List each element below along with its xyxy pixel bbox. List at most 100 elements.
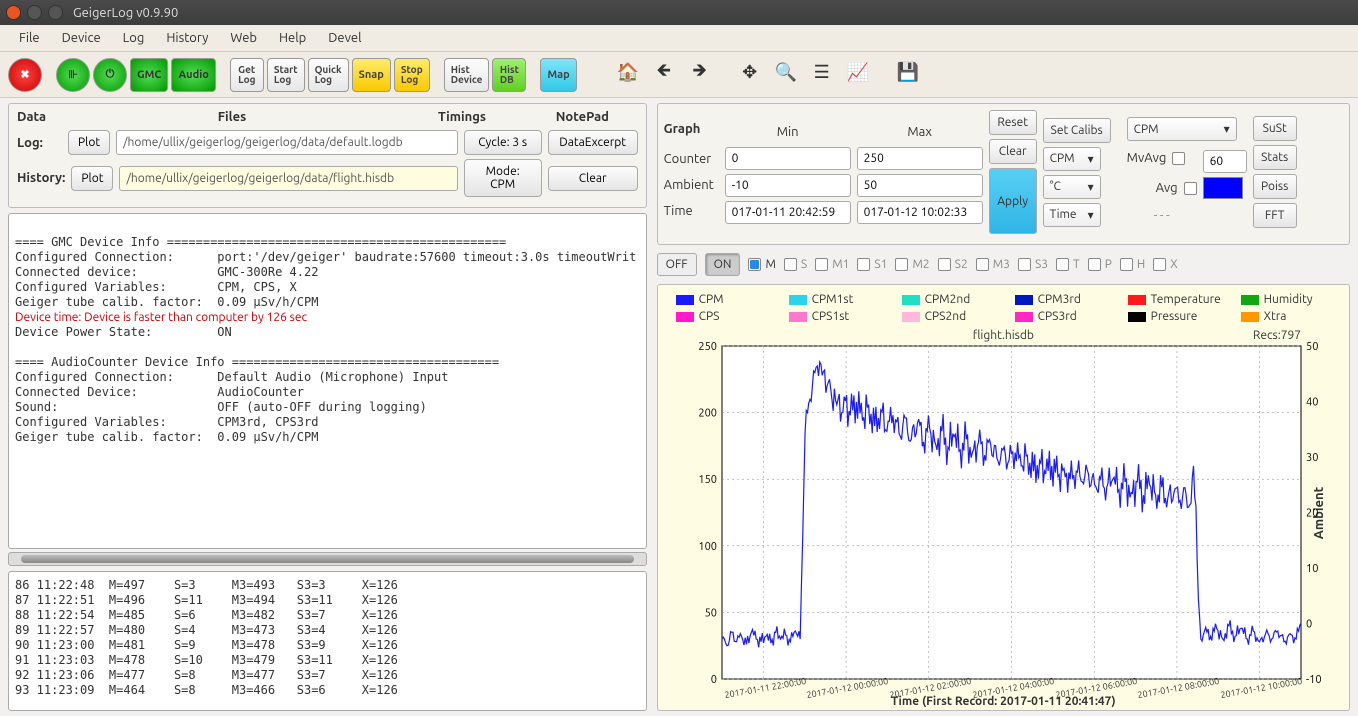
counter-max-input[interactable] [857,147,983,170]
menu-help[interactable]: Help [268,27,317,49]
off-toggle[interactable]: OFF [657,253,697,276]
ambient-max-input[interactable] [857,174,983,197]
fft-button[interactable]: FFT [1253,203,1297,228]
hdr-timings: Timings [397,110,527,124]
counter-min-input[interactable] [725,147,851,170]
connect-button[interactable]: ⊪ [56,58,90,92]
chart-area: CPMCPM1stCPM2ndCPM3rdTemperatureHumidity… [657,284,1350,711]
legend-swatch [789,295,807,305]
window-title: GeigerLog v0.9.90 [73,6,178,20]
clear-button[interactable]: Clear [548,166,638,191]
m1-checkbox[interactable] [815,258,828,271]
menu-log[interactable]: Log [112,27,156,49]
legend-item: CPM2nd [902,293,997,306]
x-checkbox[interactable] [1153,258,1166,271]
menu-history[interactable]: History [155,27,219,49]
s2-checkbox[interactable] [938,258,951,271]
snap-button[interactable]: Snap [352,58,391,92]
audio-button[interactable]: Audio [171,58,215,92]
m3-checkbox[interactable] [976,258,989,271]
mode-button[interactable]: Mode: CPM [464,159,542,197]
chart-icon[interactable]: 📈 [843,58,873,88]
hist-device-button[interactable]: Hist Device [444,58,490,92]
history-path: /home/ullix/geigerlog/geigerlog/data/fli… [119,166,457,191]
console-output: ==== GMC Device Info ===================… [8,213,647,549]
apply-button[interactable]: Apply [989,168,1037,234]
svg-text:20: 20 [1306,508,1318,520]
poiss-button[interactable]: Poiss [1253,174,1297,199]
pan-icon[interactable]: ✥ [735,58,765,88]
home-icon[interactable]: 🏠 [613,58,643,88]
gmc-button[interactable]: GMC [130,58,168,92]
menu-file[interactable]: File [8,27,51,49]
s1-checkbox[interactable] [857,258,870,271]
window-minimize-icon[interactable] [27,5,42,20]
save-icon[interactable]: 💾 [893,58,923,88]
exit-button[interactable]: ✖ [8,58,42,92]
clear-graph-button[interactable]: Clear [989,139,1037,164]
menu-devel[interactable]: Devel [317,27,372,49]
time-max-input[interactable] [857,201,983,224]
zoom-icon[interactable]: 🔍 [771,58,801,88]
legend-swatch [676,295,694,305]
menu-web[interactable]: Web [219,27,268,49]
quick-log-button[interactable]: Quick Log [308,58,349,92]
start-log-button[interactable]: Start Log [267,58,305,92]
time-min-input[interactable] [725,201,851,224]
chart-title: flight.hisdb Recs:797 [664,329,1343,342]
sust-button[interactable]: SuSt [1253,116,1297,141]
avg-color[interactable] [1203,177,1243,199]
power-button[interactable]: ⏻ [93,58,127,92]
reset-button[interactable]: Reset [989,110,1037,135]
m2-checkbox[interactable] [895,258,908,271]
svg-text:-10: -10 [1306,674,1322,683]
setcalibs-button[interactable]: Set Calibs [1043,118,1111,143]
graph-toolbar: 🏠 🡸 🡺 ✥ 🔍 ☰ 📈 💾 [613,58,923,92]
t-checkbox[interactable] [1056,258,1069,271]
config-icon[interactable]: ☰ [807,58,837,88]
m-checkbox[interactable] [748,258,761,271]
legend-item: CPS2nd [902,310,997,323]
window-maximize-icon[interactable] [48,5,63,20]
h-checkbox[interactable] [1120,258,1133,271]
map-button[interactable]: Map [540,58,576,92]
on-toggle[interactable]: ON [705,253,741,276]
legend-swatch [1241,295,1259,305]
legend-item: Temperature [1128,293,1223,306]
window-close-icon[interactable] [6,5,21,20]
h-scrollbar[interactable] [8,552,647,566]
plot-history-button[interactable]: Plot [71,166,113,191]
dataexcerpt-button[interactable]: DataExcerpt [548,130,638,155]
toggle-row: OFF ON M S M1 S1 M2 S2 M3 S3 T P H X [657,249,1350,280]
mvavg-input[interactable] [1203,150,1247,173]
cpm-select[interactable]: CPM▾ [1043,147,1101,171]
ambient-min-input[interactable] [725,174,851,197]
svg-text:0: 0 [710,674,716,683]
mvavg-checkbox[interactable] [1172,152,1185,165]
svg-text:0: 0 [1306,619,1312,631]
avg-checkbox[interactable] [1184,182,1197,195]
back-icon[interactable]: 🡸 [649,58,679,88]
cycle-button[interactable]: Cycle: 3 s [464,130,542,155]
time-select[interactable]: Time▾ [1043,203,1101,227]
c-select[interactable]: °C▾ [1043,175,1101,199]
s-checkbox[interactable] [784,258,797,271]
stats-button[interactable]: Stats [1253,145,1297,170]
legend-swatch [1015,295,1033,305]
forward-icon[interactable]: 🡺 [685,58,715,88]
hist-db-button[interactable]: Hist DB [492,58,526,92]
stop-log-button[interactable]: Stop Log [394,58,430,92]
menu-device[interactable]: Device [51,27,112,49]
hdr-data: Data [17,110,67,124]
legend-item: CPS1st [789,310,884,323]
legend-item: CPS3rd [1015,310,1110,323]
get-log-button[interactable]: Get Log [230,58,264,92]
legend-swatch [902,312,920,322]
legend-item: Humidity [1241,293,1336,306]
s3-checkbox[interactable] [1018,258,1031,271]
svg-text:250: 250 [698,342,717,353]
legend-item: CPM1st [789,293,884,306]
plot-log-button[interactable]: Plot [68,130,110,155]
p-checkbox[interactable] [1088,258,1101,271]
data-panel: Data Files Timings NotePad Log: Plot /ho… [8,103,647,208]
